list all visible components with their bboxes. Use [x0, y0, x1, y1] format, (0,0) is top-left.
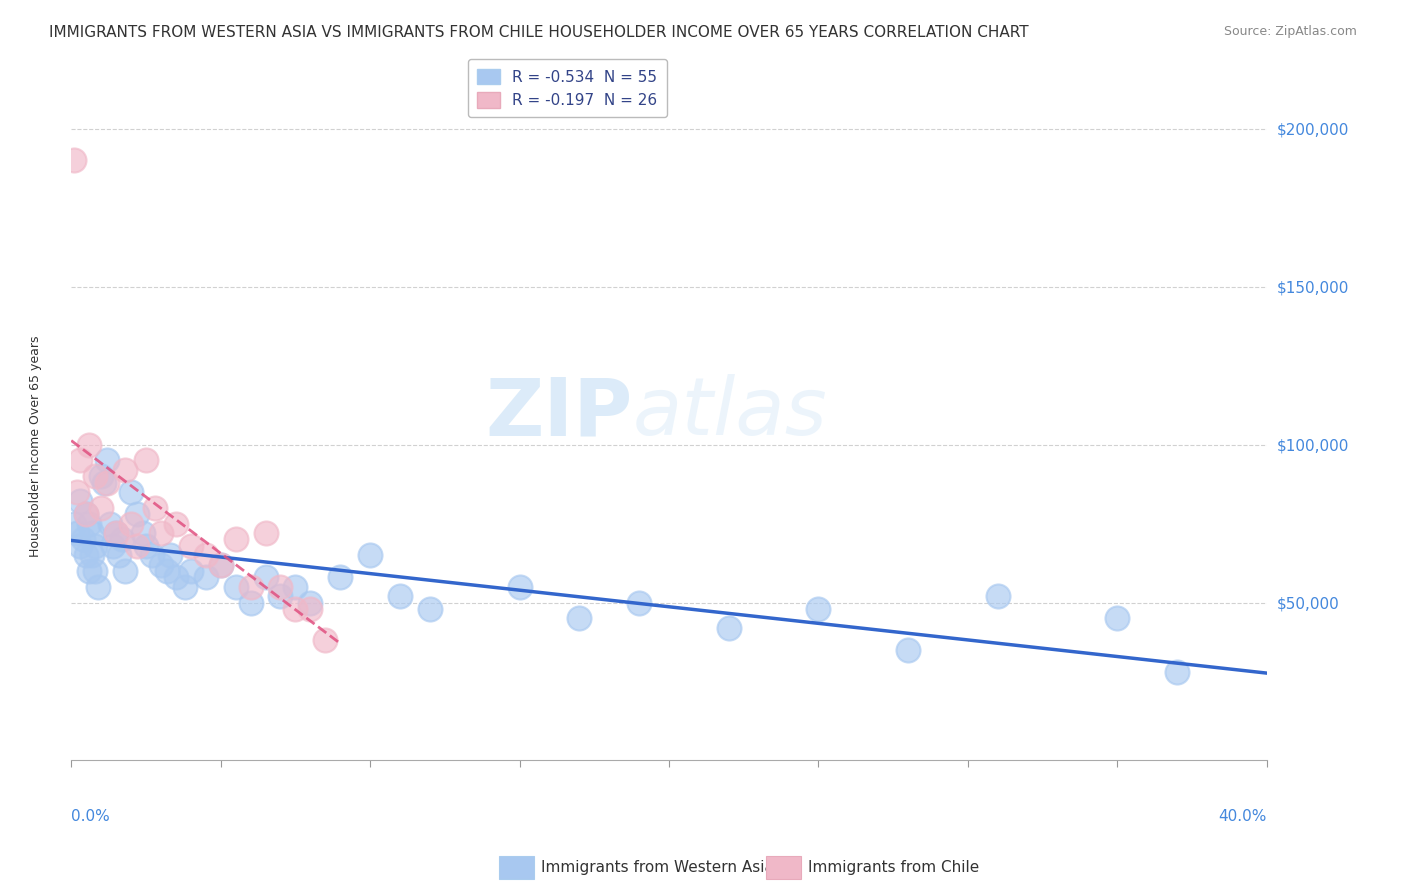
Point — [1166, 665, 1188, 679]
Point — [180, 539, 202, 553]
Text: IMMIGRANTS FROM WESTERN ASIA VS IMMIGRANTS FROM CHILE HOUSEHOLDER INCOME OVER 65: IMMIGRANTS FROM WESTERN ASIA VS IMMIGRAN… — [49, 25, 1029, 40]
Point — [225, 580, 247, 594]
Point — [90, 469, 112, 483]
Text: Householder Income Over 65 years: Householder Income Over 65 years — [28, 335, 42, 557]
Point — [239, 580, 262, 594]
Point — [419, 602, 441, 616]
Point — [132, 526, 155, 541]
Point — [63, 516, 86, 531]
Point — [75, 507, 97, 521]
Point — [509, 580, 531, 594]
Point — [149, 558, 172, 572]
Point — [105, 526, 128, 541]
Text: 0.0%: 0.0% — [72, 809, 110, 824]
Point — [254, 526, 277, 541]
Point — [77, 516, 100, 531]
Point — [299, 595, 322, 609]
Text: Immigrants from Chile: Immigrants from Chile — [808, 861, 980, 875]
Point — [135, 453, 157, 467]
Point — [1107, 611, 1129, 625]
Point — [111, 533, 134, 547]
Point — [987, 589, 1010, 603]
Point — [84, 469, 107, 483]
Point — [96, 475, 118, 490]
Point — [77, 564, 100, 578]
Point — [180, 564, 202, 578]
Point — [254, 570, 277, 584]
Point — [125, 539, 148, 553]
Point — [141, 548, 163, 562]
Point — [66, 485, 89, 500]
Point — [90, 500, 112, 515]
Point — [87, 580, 110, 594]
Text: atlas: atlas — [633, 374, 828, 452]
Point — [225, 533, 247, 547]
Point — [75, 507, 97, 521]
Point — [66, 526, 89, 541]
Point — [807, 602, 830, 616]
Point — [84, 564, 107, 578]
Point — [156, 564, 179, 578]
Point — [209, 558, 232, 572]
Point — [239, 595, 262, 609]
Point — [120, 516, 142, 531]
Point — [284, 602, 307, 616]
Point — [98, 516, 121, 531]
Point — [194, 548, 217, 562]
Text: 40.0%: 40.0% — [1219, 809, 1267, 824]
Point — [69, 539, 91, 553]
Point — [105, 526, 128, 541]
Point — [69, 494, 91, 508]
Point — [628, 595, 651, 609]
Point — [314, 633, 336, 648]
Point — [125, 507, 148, 521]
Text: Source: ZipAtlas.com: Source: ZipAtlas.com — [1223, 25, 1357, 38]
Point — [717, 621, 740, 635]
Point — [284, 580, 307, 594]
Point — [114, 564, 136, 578]
Point — [93, 475, 115, 490]
Legend: R = -0.534  N = 55, R = -0.197  N = 26: R = -0.534 N = 55, R = -0.197 N = 26 — [468, 60, 666, 118]
Point — [69, 453, 91, 467]
Point — [108, 548, 131, 562]
Point — [209, 558, 232, 572]
Point — [84, 539, 107, 553]
Point — [114, 463, 136, 477]
Point — [329, 570, 352, 584]
Point — [149, 526, 172, 541]
Point — [143, 500, 166, 515]
Point — [359, 548, 381, 562]
Point — [72, 533, 94, 547]
Point — [194, 570, 217, 584]
Point — [269, 589, 291, 603]
Text: ZIP: ZIP — [486, 374, 633, 452]
Point — [388, 589, 411, 603]
Point — [135, 539, 157, 553]
Point — [173, 580, 195, 594]
Point — [299, 602, 322, 616]
Point — [75, 548, 97, 562]
Point — [165, 570, 187, 584]
Point — [63, 153, 86, 168]
Text: Immigrants from Western Asia: Immigrants from Western Asia — [541, 861, 775, 875]
Point — [77, 437, 100, 451]
Point — [897, 643, 920, 657]
Point — [82, 548, 104, 562]
Point — [568, 611, 591, 625]
Point — [269, 580, 291, 594]
Point — [96, 453, 118, 467]
Point — [120, 485, 142, 500]
Point — [101, 539, 124, 553]
Point — [159, 548, 181, 562]
Point — [165, 516, 187, 531]
Point — [82, 526, 104, 541]
